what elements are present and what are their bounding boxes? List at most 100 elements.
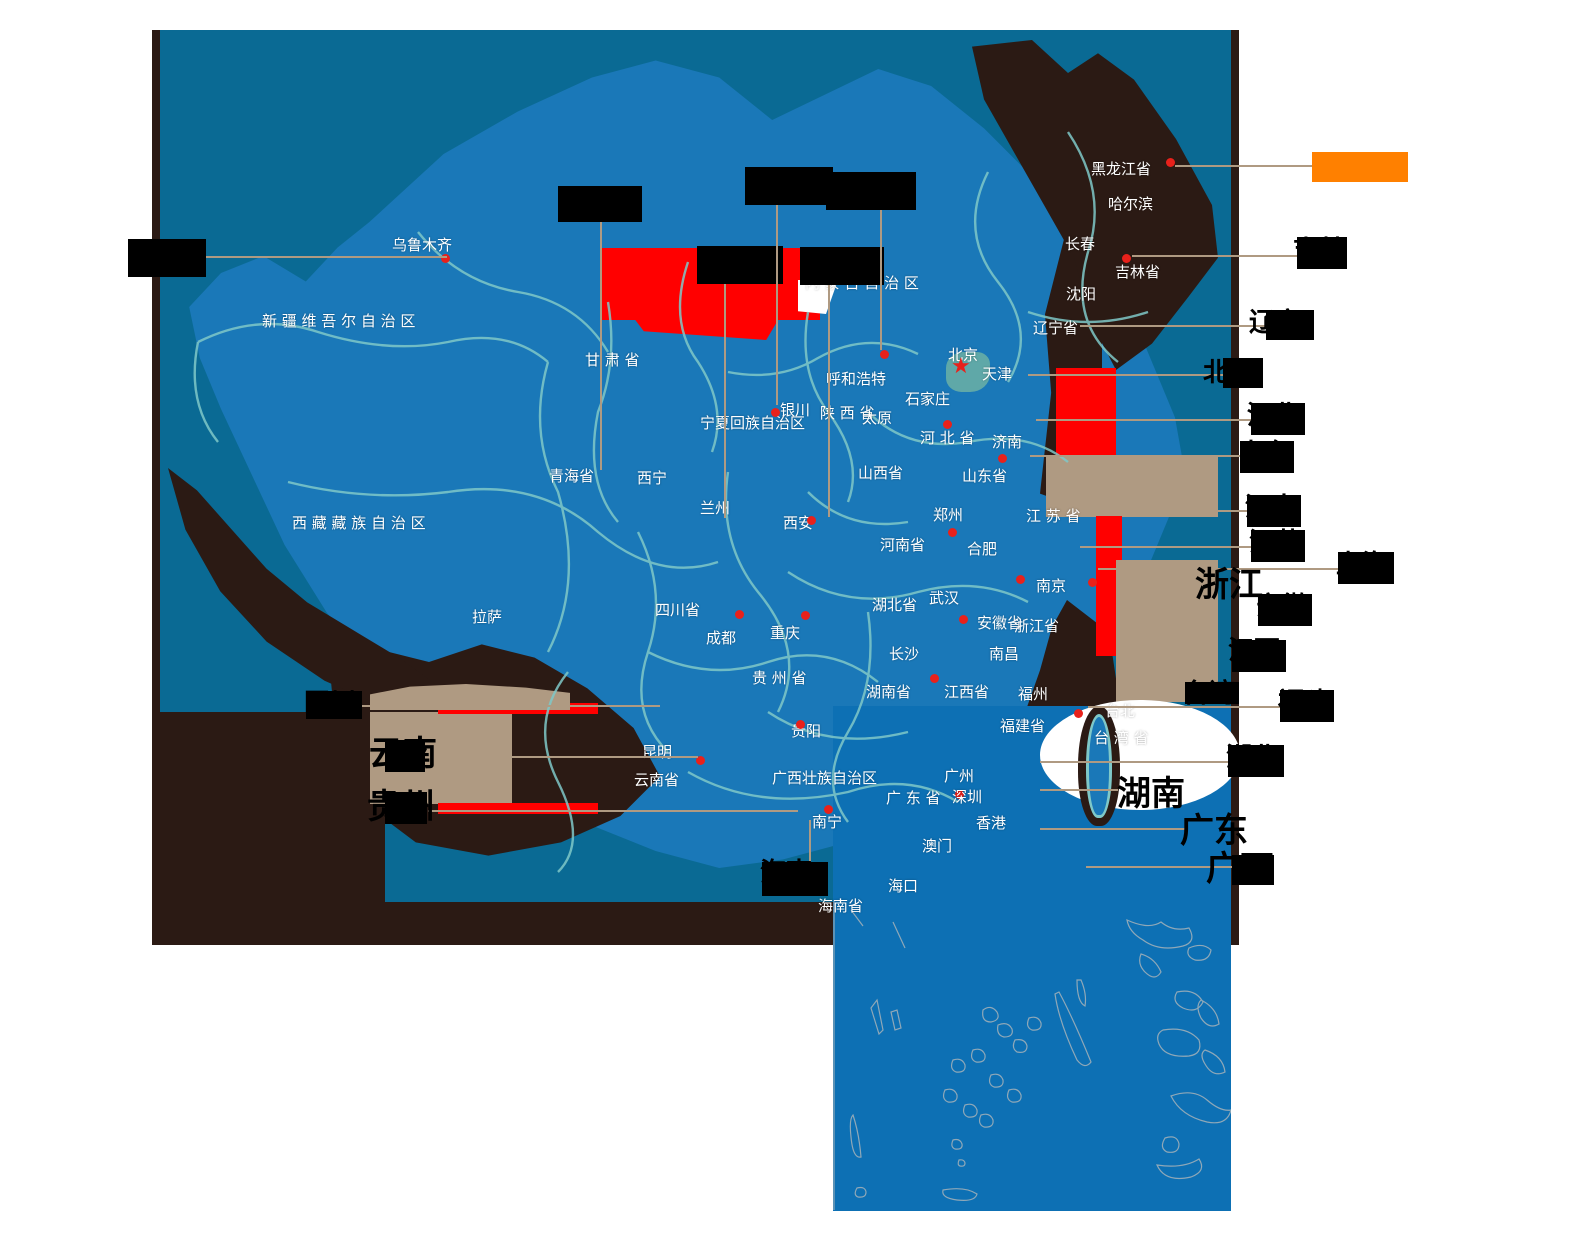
callout-beijing-redaction-box <box>1223 358 1263 388</box>
redaction-block-southwest <box>152 712 385 945</box>
city-dot-hefei <box>1016 575 1025 584</box>
callout-neimenggu-redaction-box <box>826 172 916 210</box>
callout-jiangxi-redaction-box <box>1232 640 1286 672</box>
leader-line-vertical-callout-ningxia <box>776 205 778 405</box>
city-label-hongkong: 香港 <box>976 814 1007 832</box>
leader-line-callout-guizhou <box>428 810 798 812</box>
leader-line-callout-guangdong <box>1040 828 1188 830</box>
leader-line-vertical-callout-shaanxi <box>828 285 830 517</box>
leader-line-callout-xinjiang <box>195 256 447 258</box>
leader-line-callout-sichuan <box>360 705 660 707</box>
province-label-qinghai: 青海省 <box>549 467 595 485</box>
city-label-shijiazhuang: 石家庄 <box>905 390 951 408</box>
leader-line-vertical-callout-hainan <box>809 820 811 862</box>
highlight-patch-yunnan-red-2 <box>438 803 598 814</box>
city-dot-jinan <box>998 454 1007 463</box>
province-label-jilin: 吉林省 <box>1115 263 1161 281</box>
callout-shandong-redaction-box <box>1240 441 1294 473</box>
province-label-anhui: 安徽省 <box>977 614 1023 632</box>
leader-line-callout-shandong <box>1030 455 1260 457</box>
province-label-hainan: 海南省 <box>818 897 864 915</box>
leader-line-callout-beijing <box>1028 374 1238 376</box>
callout-zhejiang-text[interactable]: 浙江 <box>1195 565 1263 605</box>
highlight-patch-zhejiang-tan <box>1116 560 1218 702</box>
province-label-guangdong: 广 东 省 <box>886 789 941 807</box>
city-label-nanjing: 南京 <box>1036 577 1067 595</box>
city-label-xian: 西安 <box>783 514 814 532</box>
city-label-macau: 澳门 <box>922 837 953 855</box>
city-label-tianjin: 天津 <box>982 365 1013 383</box>
callout-gansu-redaction-box <box>697 246 783 284</box>
city-label-yinchuan: 银川 <box>780 401 811 419</box>
callout-guangxi-redaction-box <box>1232 855 1274 885</box>
beijing-capital-star-icon: ★ <box>951 354 971 379</box>
leader-line-callout-heilongjiang <box>1175 165 1315 167</box>
city-label-changchun: 长春 <box>1065 235 1096 253</box>
city-label-shenzhen: 深圳 <box>952 788 983 806</box>
city-dot-harbin <box>1166 158 1175 167</box>
highlight-patch-shandong-tan <box>1046 455 1218 517</box>
city-dot-taiyuan <box>943 420 952 429</box>
leader-line-callout-hunan <box>1040 789 1118 791</box>
city-dot-urumqi <box>441 254 450 263</box>
city-label-fuzhou: 福州 <box>1018 685 1049 703</box>
province-label-hunan: 湖南省 <box>866 683 912 701</box>
callout-hainan-redaction-box <box>762 862 828 896</box>
province-label-guangxi: 广西壮族自治区 <box>772 769 878 787</box>
callout-hunan-text[interactable]: 湖南 <box>1117 774 1185 814</box>
city-dot-zhengzhou <box>948 528 957 537</box>
city-label-zhengzhou: 郑州 <box>933 506 964 524</box>
city-dot-fuzhou <box>1074 709 1083 718</box>
city-label-nanning: 南宁 <box>812 813 843 831</box>
callout-shaanxi-redaction-box <box>800 247 884 285</box>
leader-line-vertical-callout-qinghai <box>600 222 602 470</box>
city-label-lanzhou: 兰州 <box>700 499 731 517</box>
leader-line-vertical-callout-neimenggu <box>880 210 882 350</box>
city-label-wuhan: 武汉 <box>929 589 960 607</box>
taiwan-island-inner <box>1086 714 1112 818</box>
province-label-hebei: 河 北 省 <box>920 429 975 447</box>
city-dot-hohhot <box>880 350 889 359</box>
leader-line-callout-liaoning <box>1080 325 1288 327</box>
city-label-taiyuan: 太原 <box>862 409 893 427</box>
province-label-guizhou: 贵 州 省 <box>752 669 807 687</box>
callout-yunnan-redaction-box <box>385 740 425 772</box>
city-dot-xian <box>807 516 816 525</box>
island-outlines <box>833 901 1231 1210</box>
province-boundaries <box>193 131 1149 873</box>
province-label-fujian: 福建省 <box>1000 717 1046 735</box>
leader-line-callout-shanghai <box>1098 568 1353 570</box>
leader-line-callout-fujian <box>1088 706 1288 708</box>
province-label-liaoning: 辽宁省 <box>1033 319 1079 337</box>
callout-henan-redaction-box <box>1247 495 1301 527</box>
leader-line-callout-jilin <box>1132 255 1322 257</box>
city-dot-changsha <box>930 674 939 683</box>
province-label-shandong: 山东省 <box>962 467 1008 485</box>
city-dot-yinchuan <box>771 408 780 417</box>
city-label-shenyang: 沈阳 <box>1066 285 1097 303</box>
province-label-yunnan: 云南省 <box>634 771 680 789</box>
province-label-shaanxi: 陕 西 省 <box>820 404 875 422</box>
city-label-guangzhou: 广州 <box>944 767 975 785</box>
callout-guangdong-text[interactable]: 广东 <box>1180 811 1248 851</box>
province-label-heilongjiang: 黑龙江省 <box>1091 160 1152 178</box>
city-dot-changchun <box>1122 254 1131 263</box>
province-label-sichuan: 四川省 <box>655 601 701 619</box>
leader-line-callout-jiangsu <box>1080 546 1264 548</box>
city-label-urumqi: 乌鲁木齐 <box>392 236 453 254</box>
leader-line-vertical-callout-gansu <box>724 284 726 518</box>
callout-heilongjiang-orange-swatch[interactable] <box>1312 152 1408 182</box>
province-label-taiwan: 台 湾 省 <box>1094 729 1149 747</box>
leader-line-callout-hubei <box>1040 761 1236 763</box>
city-label-haikou: 海口 <box>888 877 919 895</box>
city-label-hefei: 合肥 <box>967 540 998 558</box>
callout-ningxia-redaction-box <box>745 167 833 205</box>
city-dot-nanning <box>824 805 833 814</box>
highlight-patch-bohai-red <box>1056 368 1116 464</box>
taiwan-highlight-ellipse <box>1040 700 1240 810</box>
callout-shanghai-redaction-box <box>1338 552 1394 584</box>
city-dot-wuhan <box>959 615 968 624</box>
city-label-chongqing: 重庆 <box>770 624 801 642</box>
callout-jilin-redaction-box <box>1297 237 1347 269</box>
city-dot-chengdu <box>735 610 744 619</box>
